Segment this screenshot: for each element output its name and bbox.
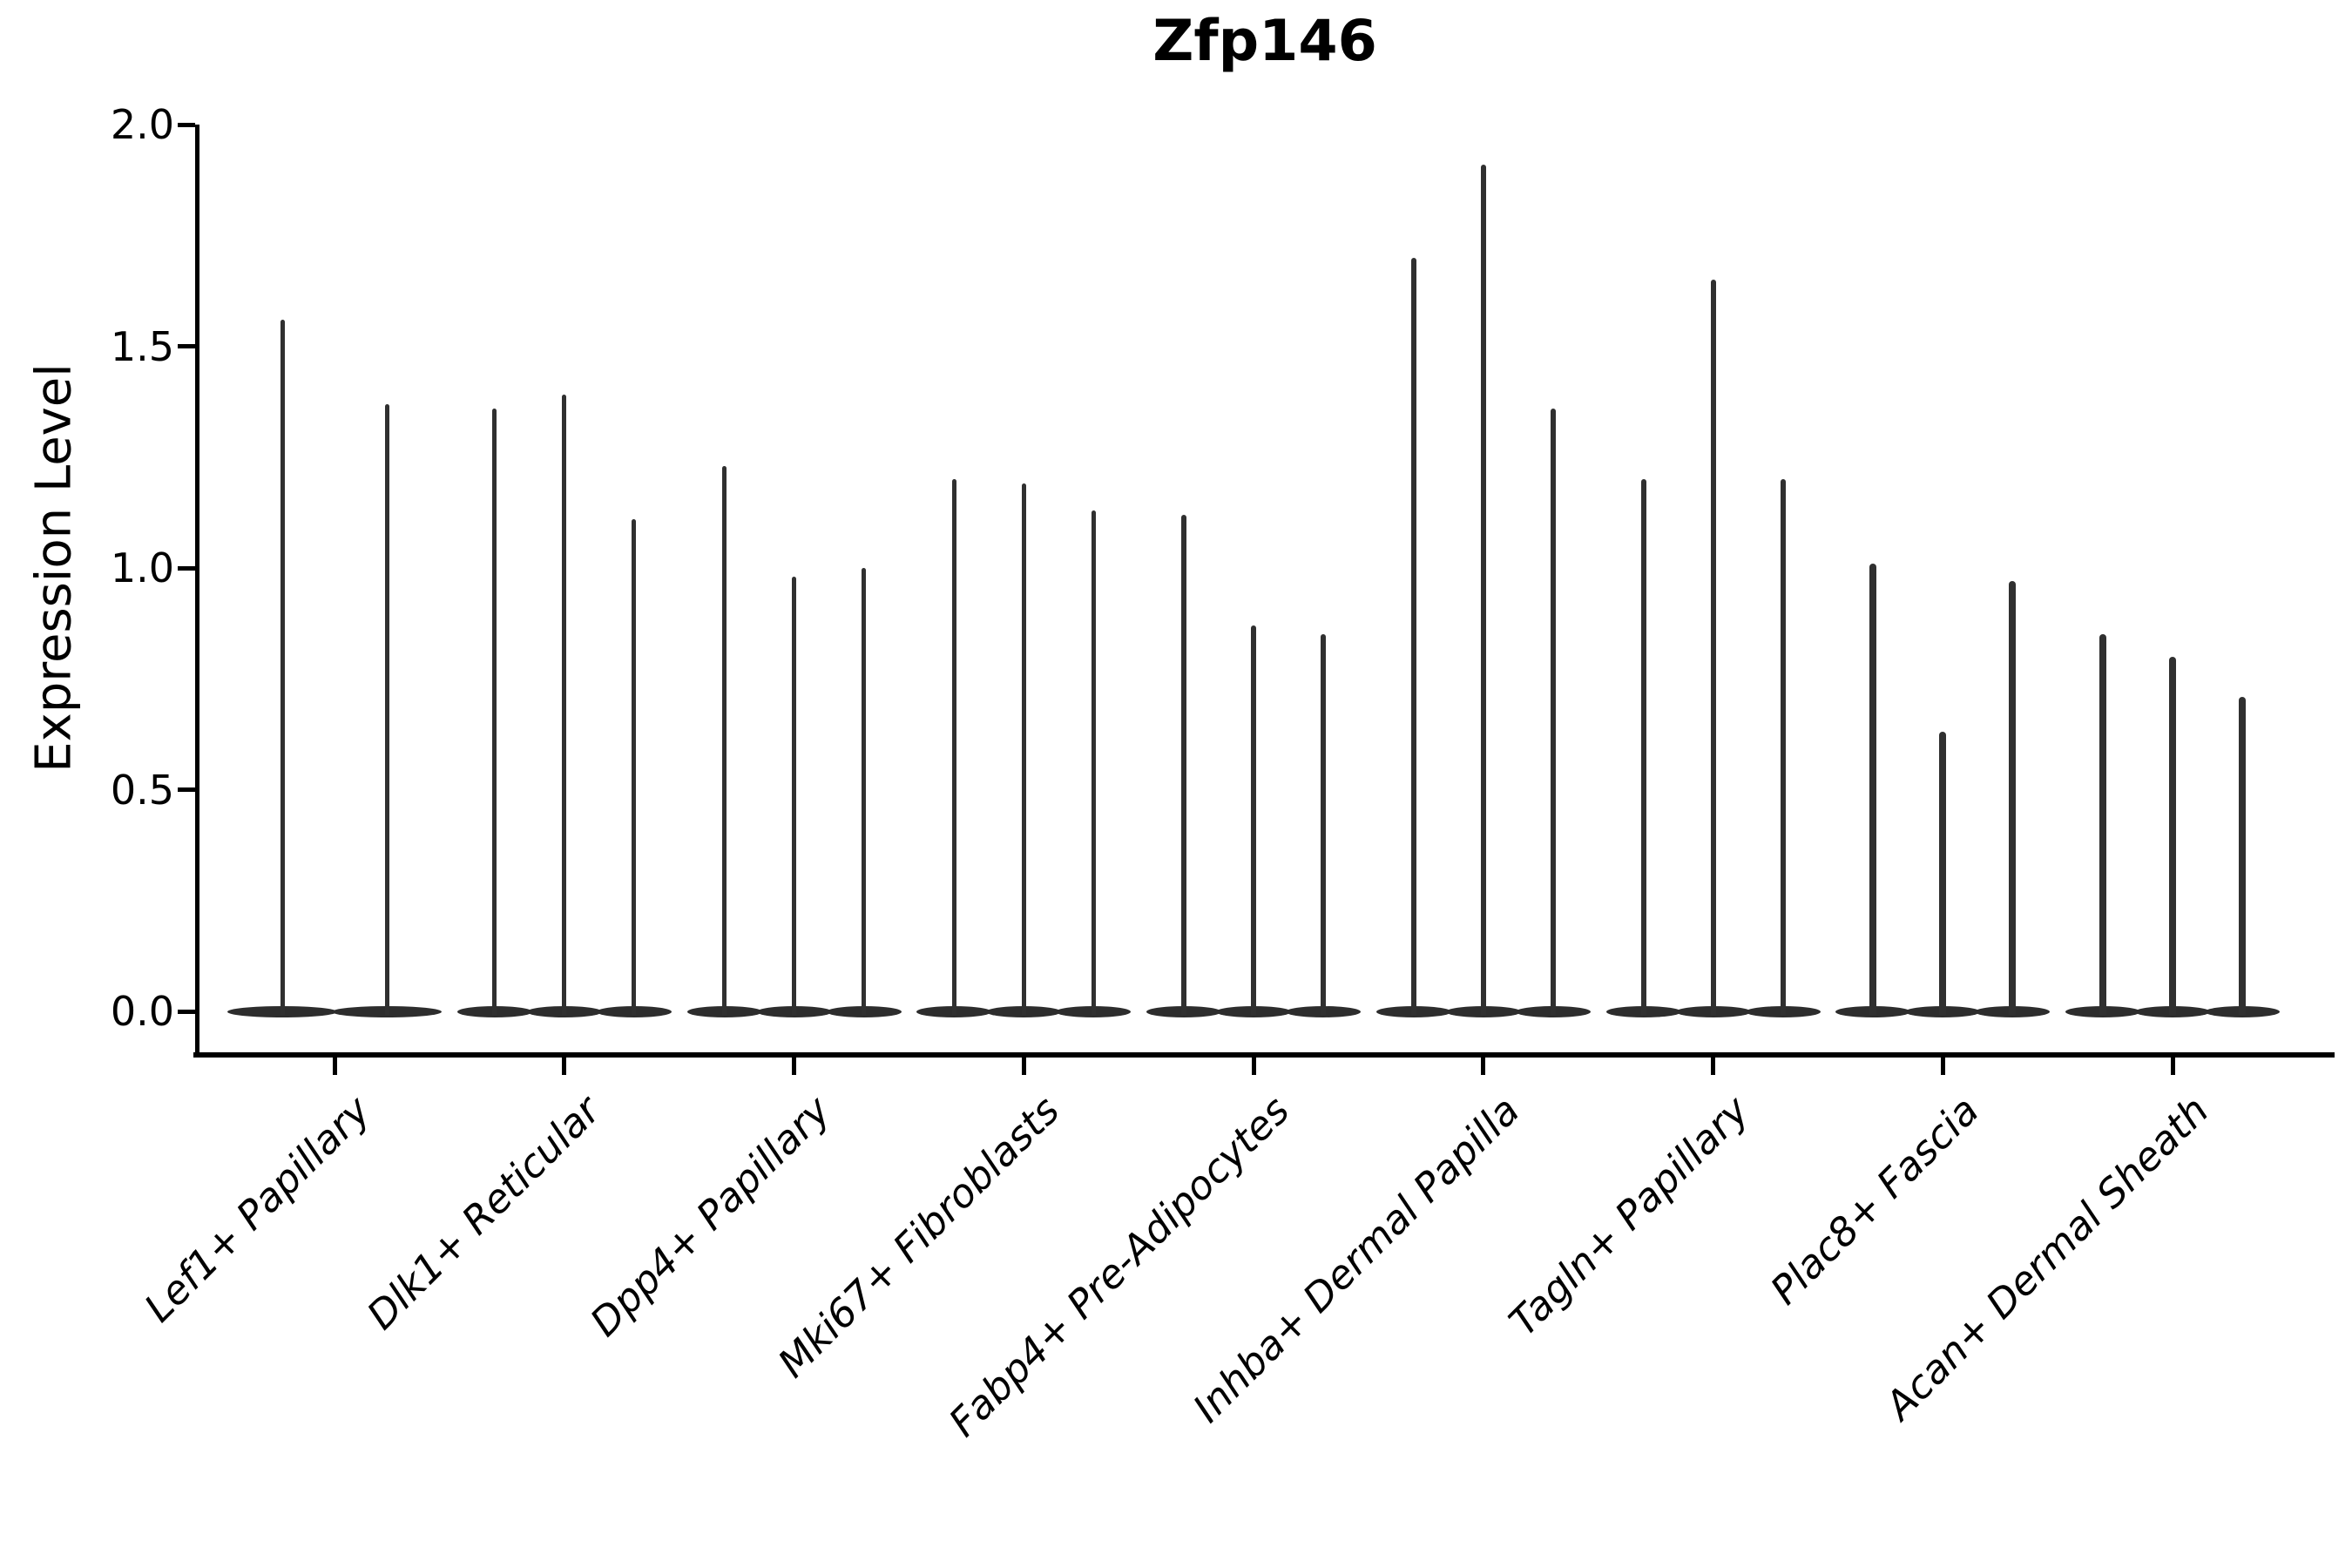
x-axis-spine: [193, 1052, 2335, 1058]
violin-stem: [1710, 280, 1716, 1015]
violin-stem: [2009, 581, 2017, 1015]
y-tick-label: 0.5: [110, 766, 174, 814]
violin-stem: [384, 403, 389, 1015]
x-tick: [2170, 1058, 2175, 1075]
x-tick: [1711, 1058, 1715, 1075]
violin-stem: [1480, 164, 1486, 1015]
y-tick: [178, 787, 195, 792]
violin-stem: [1869, 563, 1877, 1015]
x-tick: [792, 1058, 796, 1075]
y-tick: [178, 1009, 195, 1014]
y-tick: [178, 122, 195, 127]
violin-stem: [2239, 696, 2246, 1015]
violin-stem: [562, 395, 567, 1015]
violin-stem: [1091, 510, 1096, 1015]
violin-stem: [1021, 483, 1026, 1015]
violin-stem: [280, 319, 285, 1015]
x-tick-label: Lef1+ Papillary: [135, 1087, 380, 1331]
violin-stem: [2169, 656, 2176, 1015]
violin-stem: [1780, 479, 1786, 1015]
violin-stem: [492, 408, 497, 1015]
violin-stem: [1321, 634, 1326, 1015]
violin-stem: [1410, 257, 1416, 1015]
x-tick: [562, 1058, 567, 1075]
x-tick-label: Tagln+ Papillary: [1500, 1087, 1758, 1345]
violin-stem: [951, 479, 956, 1015]
violin-stem: [722, 465, 727, 1015]
violin-stem: [792, 577, 796, 1015]
violin-stem: [1939, 732, 1947, 1015]
x-tick: [1251, 1058, 1256, 1075]
y-tick-label: 0.0: [110, 988, 174, 1035]
y-tick-label: 2.0: [110, 101, 174, 148]
x-tick: [1021, 1058, 1026, 1075]
y-axis-label: Expression Level: [25, 363, 83, 773]
y-tick: [178, 344, 195, 348]
violin-stem: [2099, 634, 2106, 1015]
y-axis-spine: [195, 125, 199, 1058]
y-tick-label: 1.5: [110, 322, 174, 370]
violin-stem: [1550, 408, 1556, 1015]
violin-stem: [862, 568, 866, 1015]
x-tick: [332, 1058, 337, 1075]
violin-stem: [1640, 479, 1646, 1015]
x-tick: [1940, 1058, 1945, 1075]
x-tick-label: Dpp4+ Papillary: [580, 1087, 839, 1346]
violin-stem: [632, 519, 637, 1015]
x-tick-label: Plac8+ Fascia: [1761, 1087, 1988, 1314]
violin-stem: [1251, 625, 1256, 1015]
y-tick-label: 1.0: [110, 544, 174, 591]
chart-title: Zfp146: [1152, 9, 1377, 74]
y-tick: [178, 565, 195, 571]
x-tick-label: Dlk1+ Reticular: [357, 1087, 610, 1339]
x-tick: [1481, 1058, 1486, 1075]
violin-stem: [1181, 514, 1186, 1015]
